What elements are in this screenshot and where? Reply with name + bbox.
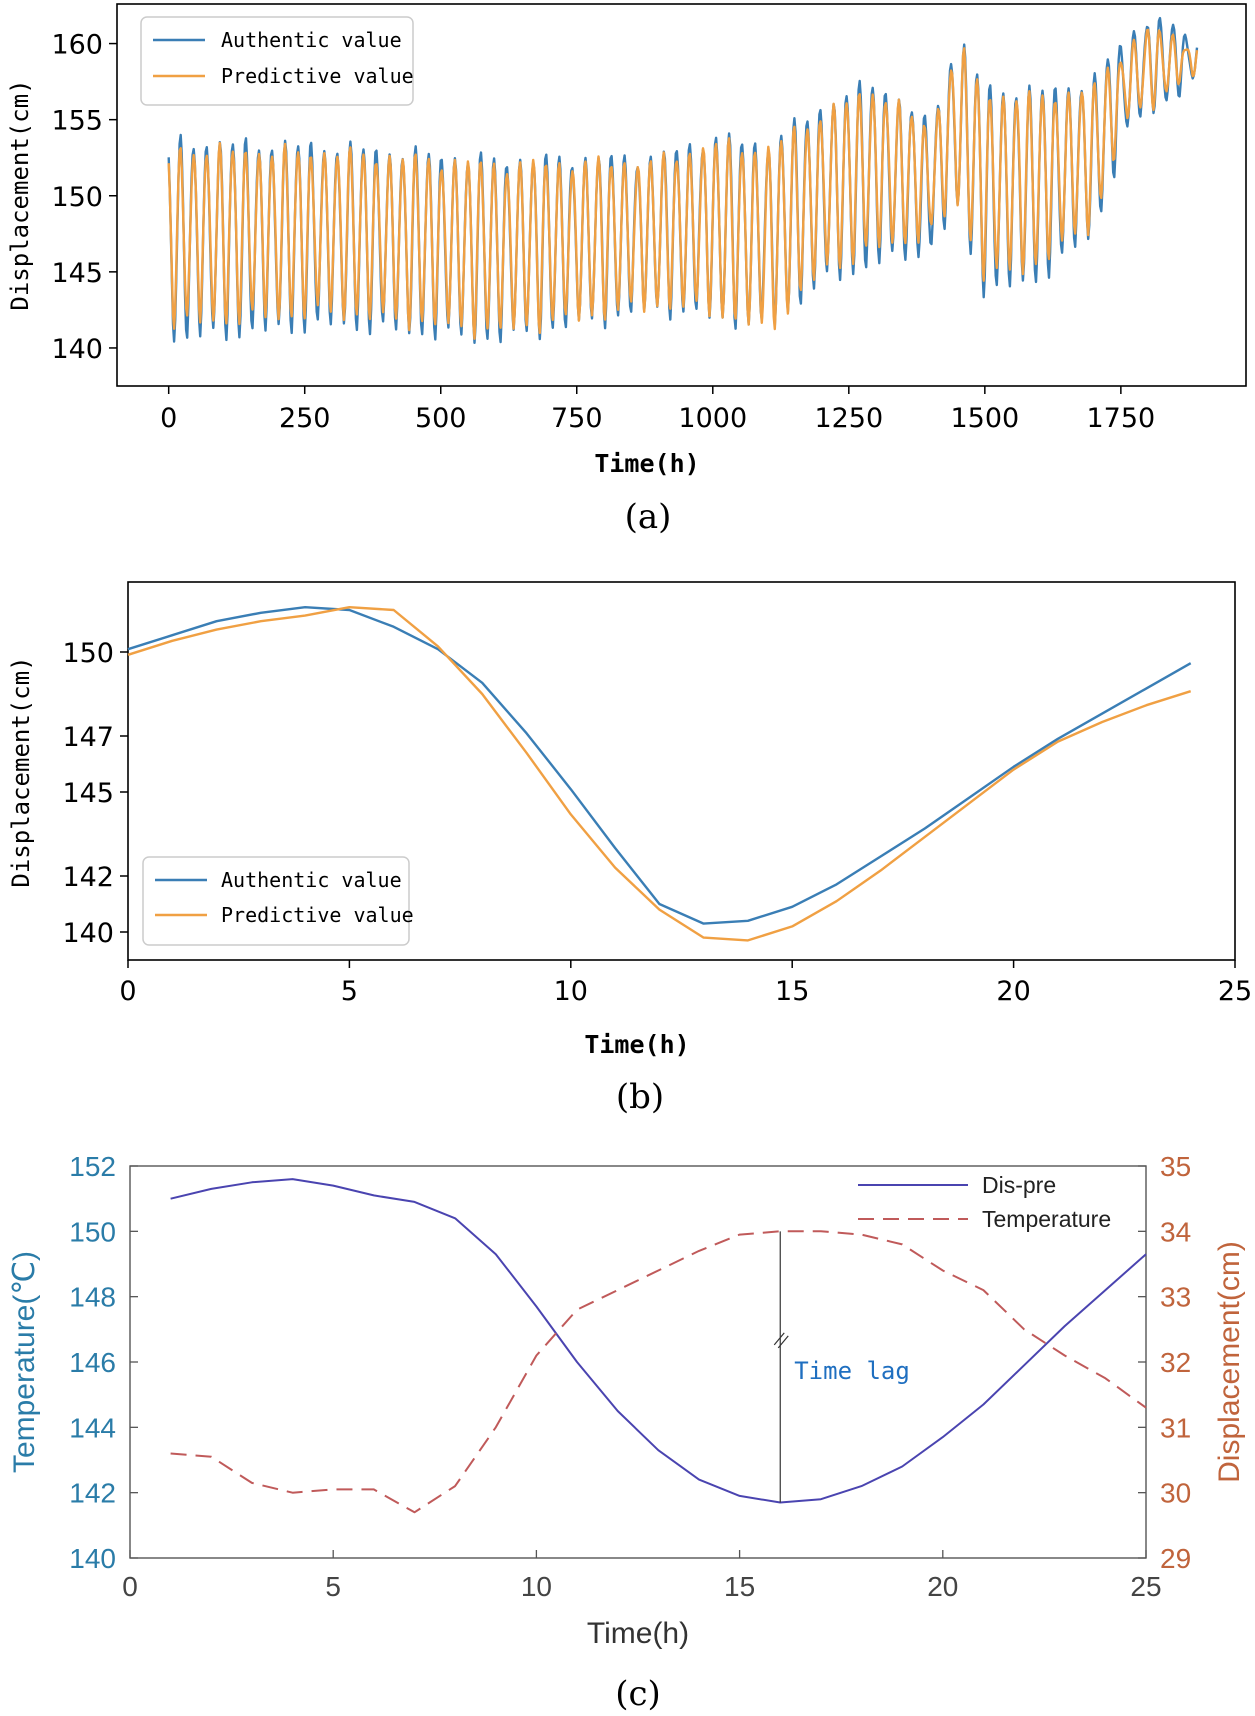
panel-c-xtick-label: 10 (521, 1571, 552, 1602)
panel-a-xtick-label: 750 (551, 403, 603, 434)
panel-b-xtick-label: 10 (554, 976, 588, 1007)
panel-c-ytick-left-label: 150 (69, 1216, 116, 1247)
panel-c-xtick-label: 5 (325, 1571, 341, 1602)
panel-b: 0 5 10 15 20 25 140 142 145 147 150 Authentic valu… (7, 581, 1252, 1117)
panel-c-ytick-left-label: 142 (69, 1478, 116, 1509)
panel-a-xtick-label: 500 (415, 403, 467, 434)
panel-b-xtick-label: 5 (341, 976, 358, 1007)
panel-b-xtick-label: 15 (775, 976, 809, 1007)
panel-b-legend: Authentic value Predictive value (142, 856, 414, 946)
panel-c-ylabel-left: Temperature(℃) (8, 1251, 41, 1473)
panel-b-xtick-label: 20 (996, 976, 1030, 1007)
panel-c-ytick-right-label: 35 (1160, 1151, 1191, 1182)
panel-c-ytick-right-label: 31 (1160, 1412, 1191, 1443)
panel-b-axes: 0 5 10 15 20 25 140 142 145 147 150 (62, 638, 1252, 1007)
panel-b-caption: (b) (616, 1077, 664, 1117)
panel-b-series-line-authentic (127, 606, 1192, 925)
panel-a-ytick-label: 145 (51, 258, 103, 289)
panel-c-xtick-label: 15 (724, 1571, 755, 1602)
panel-a-xtick-label: 1750 (1086, 403, 1155, 434)
panel-c-ytick-right-label: 30 (1160, 1478, 1191, 1509)
panel-b-plot-frame (127, 581, 1236, 961)
panel-c-xtick-label: 25 (1130, 1571, 1161, 1602)
panel-a-caption: (a) (625, 497, 672, 537)
panel-b-series-line-predictive (127, 606, 1192, 942)
panel-c-series (170, 1178, 1147, 1514)
time-lag-label: Time lag (794, 1357, 910, 1385)
panel-c-legend-label-temperature: Temperature (982, 1206, 1111, 1232)
panel-a-ylabel: Displacement(cm) (6, 79, 34, 310)
panel-a-legend: Authentic value Predictive value (140, 16, 414, 106)
panel-c-ytick-left-label: 140 (69, 1543, 116, 1574)
panel-c-caption: (c) (615, 1674, 661, 1714)
time-lag-break-mark (773, 1332, 789, 1349)
panel-c-legend-label-dis-pre: Dis-pre (982, 1172, 1056, 1198)
panel-b-xtick-label: 0 (119, 976, 136, 1007)
time-lag-annotation: Time lag (773, 1231, 910, 1503)
panel-a: 0 250 500 750 1000 1250 1500 1750 140 145 150 155 16… (6, 3, 1247, 537)
panel-a-ytick-label: 140 (51, 334, 103, 365)
panel-c-xlabel: Time(h) (587, 1617, 689, 1650)
panel-c-axes: 0 5 10 15 20 25 140 142 144 146 148 150 152 29 30 31 32 3… (69, 1151, 1191, 1602)
panel-b-ytick-label: 142 (62, 862, 114, 893)
panel-a-series (167, 16, 1199, 344)
panel-c-series-line-temperature (170, 1230, 1147, 1514)
panel-a-series-line-predictive (167, 28, 1199, 340)
panel-c-ytick-left-label: 148 (69, 1282, 116, 1313)
panel-b-xlabel: Time(h) (584, 1030, 689, 1059)
panel-b-ytick-label: 140 (62, 918, 114, 949)
panel-c-series-line-dis-pre (170, 1178, 1147, 1504)
panel-c-ytick-left-label: 144 (69, 1412, 116, 1443)
panel-a-xtick-label: 0 (160, 403, 177, 434)
panel-b-ytick-label: 150 (62, 638, 114, 669)
panel-c: 0 5 10 15 20 25 140 142 144 146 148 150 152 29 30 31 32 3… (8, 1151, 1246, 1714)
panel-b-ytick-label: 147 (62, 722, 114, 753)
panel-a-legend-label-predictive: Predictive value (221, 64, 414, 88)
panel-a-ytick-label: 155 (51, 106, 103, 137)
panel-a-plot-frame (116, 3, 1247, 387)
panel-b-legend-box (142, 856, 410, 946)
panel-b-series (127, 606, 1192, 942)
panel-a-xtick-label: 250 (279, 403, 331, 434)
panel-a-ytick-label: 150 (51, 182, 103, 213)
panel-a-xlabel: Time(h) (594, 449, 699, 478)
panel-a-legend-label-authentic: Authentic value (221, 28, 402, 52)
panel-c-ytick-right-label: 33 (1160, 1282, 1191, 1313)
panel-c-ytick-left-label: 152 (69, 1151, 116, 1182)
panel-c-ytick-right-label: 32 (1160, 1347, 1191, 1378)
panel-b-legend-label-authentic: Authentic value (221, 868, 402, 892)
panel-c-ytick-left-label: 146 (69, 1347, 116, 1378)
panel-a-legend-box (140, 16, 414, 106)
panel-b-ylabel: Displacement(cm) (7, 656, 35, 887)
panel-a-xtick-label: 1250 (814, 403, 883, 434)
panel-c-ytick-right-label: 29 (1160, 1543, 1191, 1574)
panel-b-ytick-label: 145 (62, 778, 114, 809)
panel-c-ytick-right-label: 34 (1160, 1216, 1191, 1247)
panel-a-axes: 0 250 500 750 1000 1250 1500 1750 140 145 150 155 16… (51, 30, 1155, 434)
panel-c-ylabel-right: Displacement(cm) (1213, 1241, 1246, 1483)
panel-a-ytick-label: 160 (51, 30, 103, 61)
panel-b-xtick-label: 25 (1218, 976, 1252, 1007)
panel-b-legend-label-predictive: Predictive value (221, 903, 414, 927)
panel-a-xtick-label: 1000 (678, 403, 747, 434)
panel-a-xtick-label: 1500 (950, 403, 1019, 434)
panel-c-xtick-label: 0 (122, 1571, 138, 1602)
panel-c-legend: Dis-pre Temperature (858, 1172, 1111, 1232)
panel-c-xtick-label: 20 (927, 1571, 958, 1602)
